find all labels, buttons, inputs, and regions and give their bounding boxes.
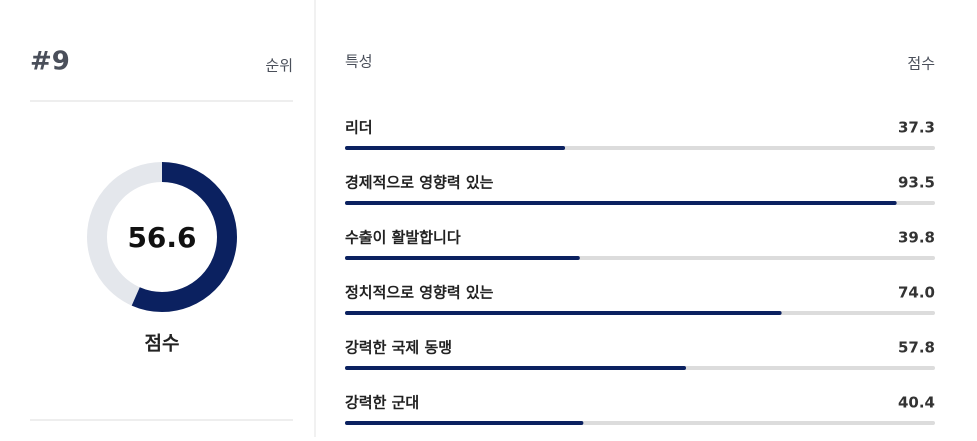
score-label: 점수 (145, 333, 180, 355)
row-label: 리더 (345, 119, 373, 137)
bar (345, 146, 566, 150)
bar (345, 201, 897, 205)
bar (345, 421, 584, 425)
donut-value (87, 162, 237, 312)
score-value: 56.6 (127, 221, 196, 254)
rank: #9 (30, 47, 70, 77)
row-value: 39.8 (898, 229, 935, 247)
bar (345, 366, 687, 370)
row-label: 경제적으로 영향력 있는 (345, 174, 494, 192)
column-header: 점수 (907, 55, 935, 73)
row-label: 강력한 군대 (345, 394, 419, 412)
row-label: 정치적으로 영향력 있는 (345, 284, 494, 302)
row-value: 74.0 (898, 284, 935, 302)
row-label: 강력한 국제 동맹 (345, 339, 452, 357)
column-header: 특성 (345, 53, 373, 71)
bar (345, 256, 580, 260)
row-value: 57.8 (898, 339, 935, 357)
bar (345, 311, 782, 315)
row-value: 40.4 (898, 394, 935, 412)
rank-label: 순위 (265, 57, 293, 75)
row-value: 37.3 (898, 119, 935, 137)
row-label: 수출이 활발합니다 (345, 229, 461, 247)
row-value: 93.5 (898, 174, 935, 192)
